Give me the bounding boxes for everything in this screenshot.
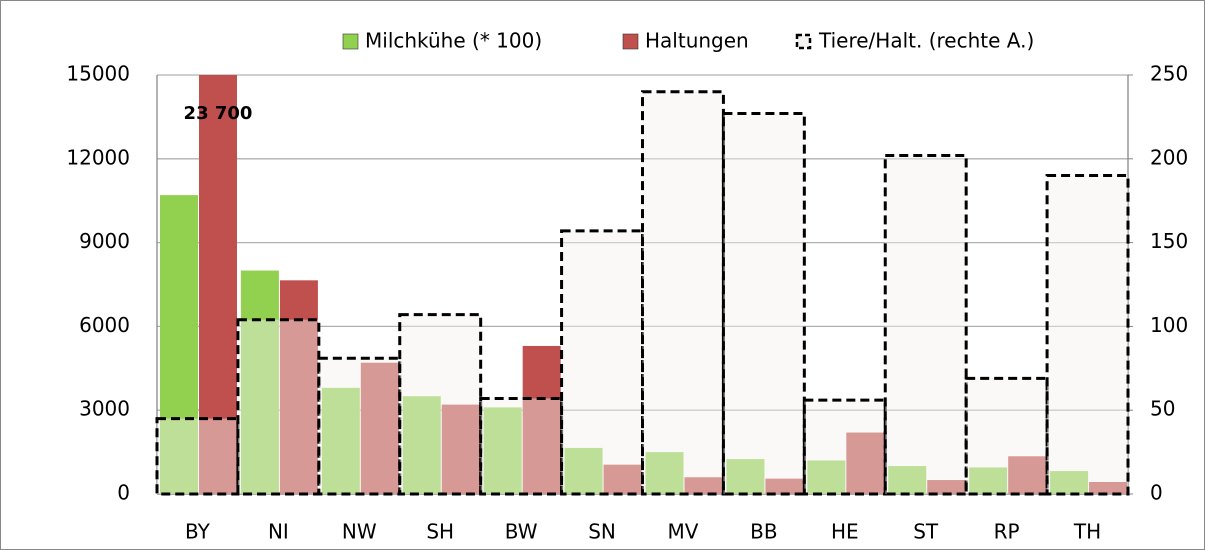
bar <box>402 396 441 494</box>
x-tick-label: MV <box>667 520 698 544</box>
legend-label: Milchkühe (* 100) <box>365 29 542 53</box>
ratio-box <box>155 417 240 496</box>
y2-tick-label: 100 <box>1150 313 1188 337</box>
y-tick-label: 0 <box>117 481 130 505</box>
ratio-box <box>479 396 564 496</box>
legend-label: Haltungen <box>645 29 749 53</box>
bar <box>160 195 198 494</box>
boxes <box>155 90 1130 496</box>
bar <box>927 480 966 494</box>
bar <box>969 467 1008 494</box>
y-tick-label: 3000 <box>79 397 130 421</box>
y-tick-label: 15000 <box>66 62 130 86</box>
x-tick-label: BY <box>185 520 211 544</box>
legend-swatch <box>795 33 812 50</box>
bar <box>522 345 561 494</box>
x-tick-label: HE <box>831 520 859 544</box>
ratio-box <box>236 318 321 496</box>
bar <box>199 75 237 495</box>
ratio-box <box>641 90 725 496</box>
x-tick-label: SN <box>588 520 616 544</box>
bar <box>279 280 318 494</box>
legend-swatch <box>342 33 359 50</box>
ratio-box <box>560 229 644 496</box>
ratio-box <box>802 398 887 496</box>
bar <box>645 452 684 494</box>
bar <box>564 447 603 494</box>
x-tick-label: ST <box>913 520 939 544</box>
bar <box>765 478 804 494</box>
legend-swatch <box>622 33 639 50</box>
bar <box>807 460 846 494</box>
x-tick-label: BW <box>505 520 538 544</box>
legend-label: Tiere/Halt. (rechte A.) <box>818 29 1034 53</box>
x-tick-label: SH <box>426 520 454 544</box>
y2-tick-label: 250 <box>1150 62 1188 86</box>
bar <box>603 464 642 494</box>
x-tick-label: BB <box>750 520 777 544</box>
bar <box>846 432 885 494</box>
bar <box>1089 481 1128 494</box>
x-tick-label: RP <box>994 520 1020 544</box>
y-tick-label: 12000 <box>66 145 130 169</box>
ratio-box <box>721 112 806 496</box>
bar <box>888 466 927 494</box>
value-label: 23 700 <box>184 103 253 124</box>
y-tick-label: 9000 <box>79 229 130 253</box>
bar <box>1050 471 1089 494</box>
x-tick-label: TH <box>1073 520 1101 544</box>
y2-tick-label: 200 <box>1150 145 1188 169</box>
ratio-box <box>883 153 968 496</box>
bars <box>160 75 1128 495</box>
y2-tick-label: 0 <box>1150 481 1163 505</box>
bar <box>321 387 360 494</box>
bar <box>684 477 723 494</box>
ratio-box <box>1045 174 1130 496</box>
bar <box>726 459 765 494</box>
bar <box>483 407 522 494</box>
ratio-box <box>964 376 1049 496</box>
y-tick-label: 6000 <box>79 313 130 337</box>
bar <box>240 270 279 494</box>
y2-tick-label: 50 <box>1150 397 1175 421</box>
bar <box>360 362 399 494</box>
x-tick-label: NW <box>342 520 377 544</box>
labels: 0 3000 6000 9000 12000 15000 0 50 100 150 200 250 23… <box>66 29 1188 544</box>
bar <box>441 404 480 494</box>
x-tick-label: NI <box>268 520 289 544</box>
bar <box>1008 456 1047 494</box>
ratio-box <box>398 313 483 496</box>
ratio-box <box>317 356 402 496</box>
y2-tick-label: 150 <box>1150 229 1188 253</box>
